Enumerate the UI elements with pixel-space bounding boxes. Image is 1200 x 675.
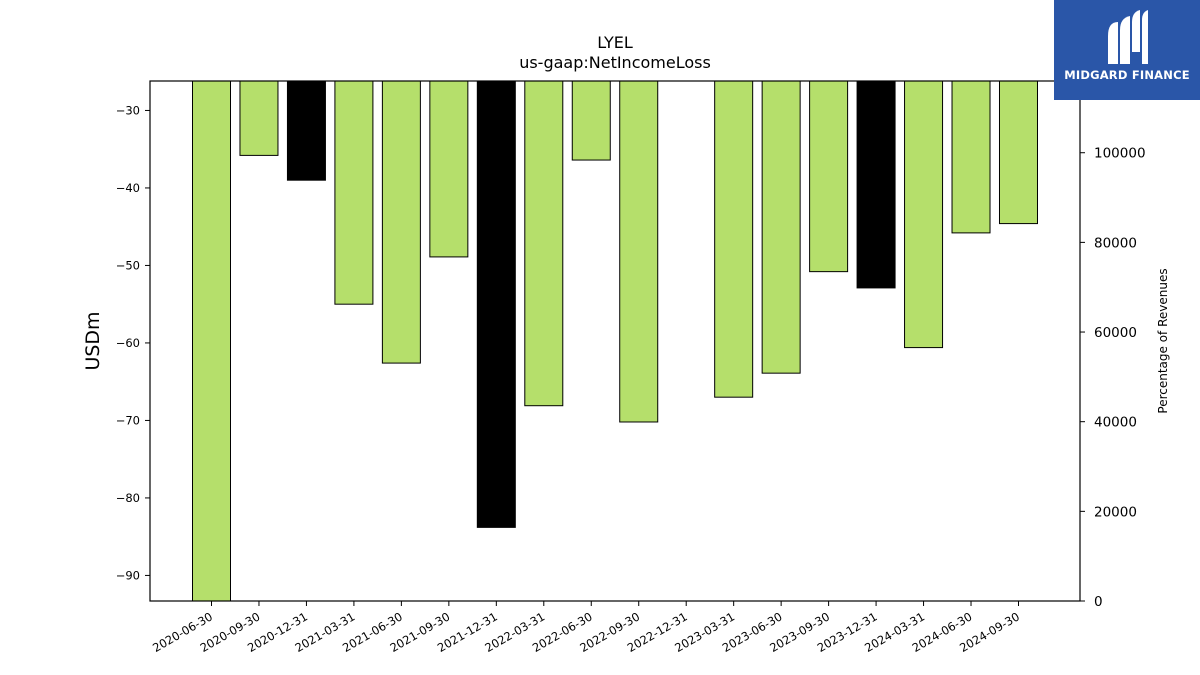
bar xyxy=(524,80,564,407)
y-axis-label: USDm xyxy=(82,311,104,370)
y-tick-label: −60 xyxy=(116,336,140,350)
bar xyxy=(571,80,611,161)
y2-tick-label: 100000 xyxy=(1094,146,1146,162)
y2-tick-label: 0 xyxy=(1094,594,1103,610)
y-tick-label: −90 xyxy=(116,568,140,582)
bar xyxy=(476,80,516,528)
y-tick-label: −40 xyxy=(116,181,140,195)
y2-tick-label: 40000 xyxy=(1094,415,1137,431)
y2-tick-label: 20000 xyxy=(1094,504,1137,520)
bar xyxy=(429,80,469,258)
y-tick-label: −30 xyxy=(116,103,140,117)
bar xyxy=(714,80,754,398)
bar xyxy=(286,80,326,181)
chart-subtitle: us-gaap:NetIncomeLoss xyxy=(519,53,711,72)
bar xyxy=(904,80,944,349)
bar xyxy=(998,80,1038,225)
bar xyxy=(856,80,896,289)
bar xyxy=(192,80,231,602)
chart-title: LYEL xyxy=(597,33,633,52)
bar xyxy=(951,80,991,234)
bar xyxy=(619,80,659,423)
bar xyxy=(809,80,849,273)
y-tick-label: −50 xyxy=(116,258,140,272)
y2-tick-label: 60000 xyxy=(1094,325,1137,341)
bars-group xyxy=(192,80,1038,602)
y-tick-label: −80 xyxy=(116,491,140,505)
bar xyxy=(761,80,801,374)
brand-logo: MIDGARD FINANCE xyxy=(1054,0,1200,100)
y-tick-label: −70 xyxy=(116,413,140,427)
bar xyxy=(239,80,279,156)
plot-frame xyxy=(149,80,1081,602)
bar xyxy=(334,80,374,305)
y2-tick-label: 80000 xyxy=(1094,235,1137,251)
midgard-logo-icon xyxy=(1108,10,1148,64)
bar xyxy=(381,80,421,364)
brand-logo-text: MIDGARD FINANCE xyxy=(1064,68,1190,82)
y2-axis-label: Percentage of Revenues xyxy=(1156,268,1170,413)
